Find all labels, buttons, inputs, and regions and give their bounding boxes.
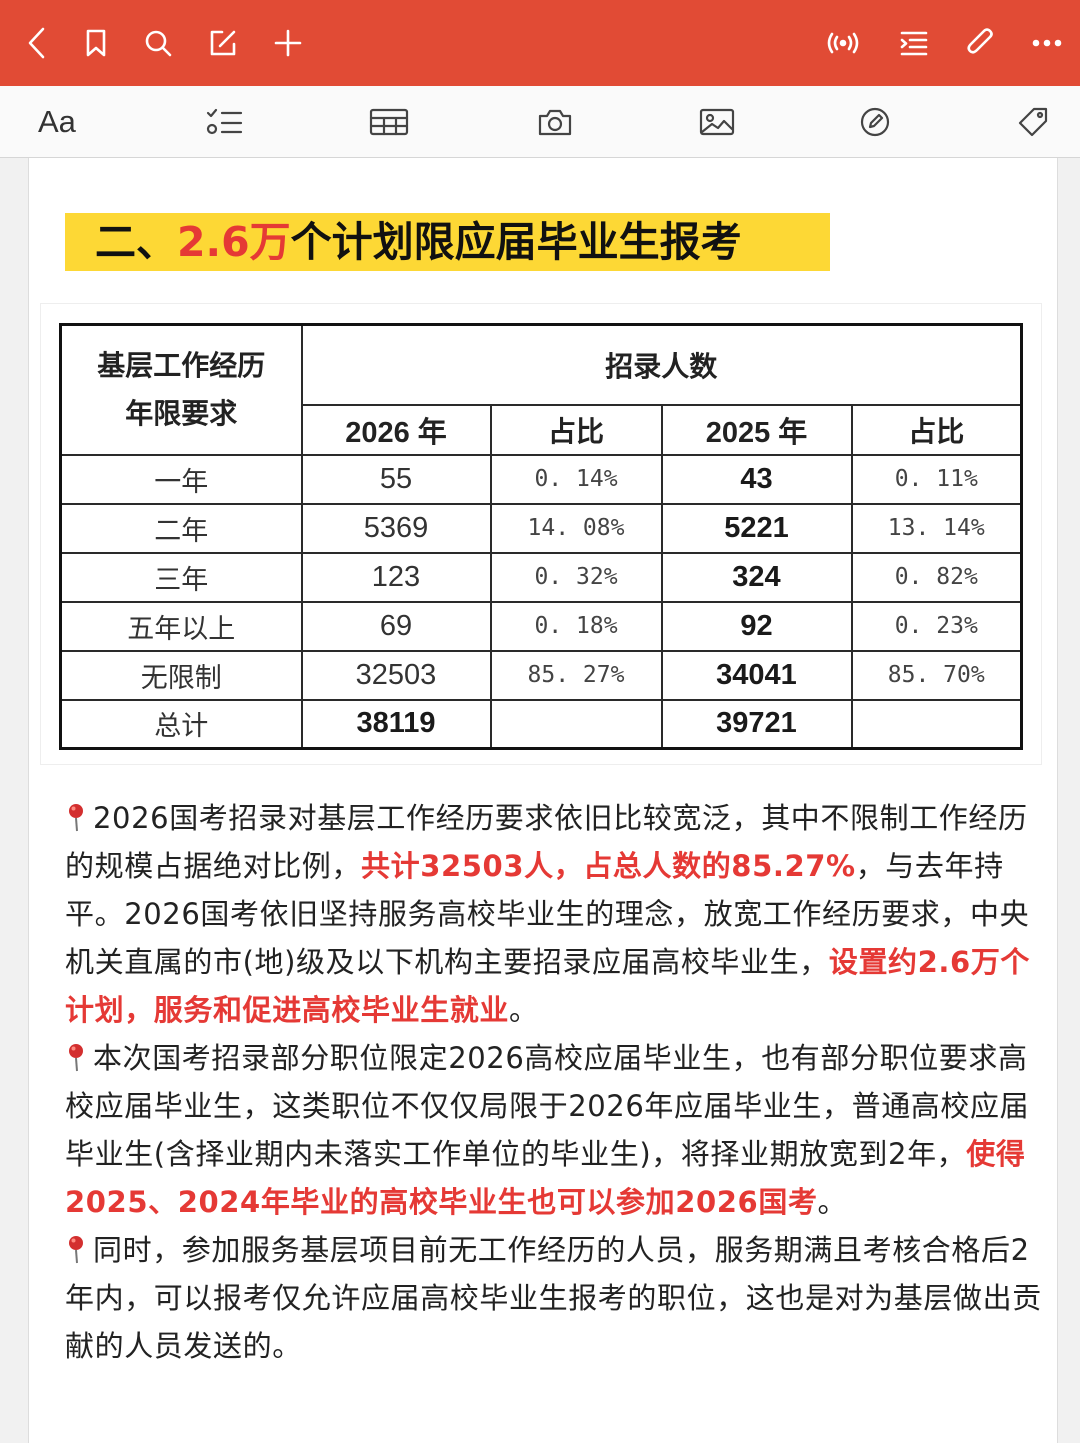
heading-highlight: 2.6万 [177, 218, 291, 266]
ratio-2026: 85. 27% [489, 649, 663, 701]
column-header: 占比 [489, 403, 663, 456]
ratio-2025: 0. 11% [850, 453, 1023, 505]
row-label: 总计 [59, 698, 303, 750]
column-header: 2026 年 [300, 403, 492, 456]
ratio-2026: 14. 08% [489, 502, 663, 554]
value-2025: 34041 [660, 649, 853, 701]
ratio-2026 [489, 698, 663, 750]
note-body[interactable]: 2026国考招录对基层工作经历要求依旧比较宽泛，其中不限制工作经历的规模占据绝对… [65, 794, 1045, 1370]
value-2025: 43 [660, 453, 853, 505]
table-row: 五年以上 69 0. 18% 92 0. 23% [59, 600, 1023, 652]
row-label: 一年 [59, 453, 303, 505]
table-row: 无限制 32503 85. 27% 34041 85. 70% [59, 649, 1023, 701]
tag-icon[interactable] [1017, 103, 1049, 141]
recruitment-table: 基层工作经历 年限要求 招录人数 2026 年 占比 2025 年 占比 一年 … [59, 323, 1023, 750]
checklist-icon[interactable] [205, 103, 243, 141]
heading-suffix: 个计划限应届毕业生报考 [290, 218, 742, 266]
paragraph-text: 。 [509, 993, 539, 1027]
table-row: 二年 5369 14. 08% 5221 13. 14% [59, 502, 1023, 554]
paragraph-text: 同时，参加服务基层项目前无工作经历的人员，服务期满且考核合格后2年内，可以报考仅… [65, 1233, 1042, 1363]
row-header-line1: 基层工作经历 [97, 348, 266, 382]
value-2026: 38119 [300, 698, 492, 750]
draw-icon[interactable] [859, 103, 891, 141]
value-2026: 69 [300, 600, 492, 652]
highlight-text: 使得2025、2024年毕业的高校毕业生也可以参加2026国考 [65, 1137, 1026, 1219]
value-2025: 39721 [660, 698, 853, 750]
ratio-2025: 85. 70% [850, 649, 1023, 701]
row-label: 五年以上 [59, 600, 303, 652]
broadcast-icon[interactable] [824, 24, 862, 62]
ratio-2025 [850, 698, 1023, 750]
row-label: 二年 [59, 502, 303, 554]
row-label: 三年 [59, 551, 303, 603]
image-icon[interactable] [699, 103, 735, 141]
top-bar [0, 0, 1080, 86]
ratio-2026: 0. 32% [489, 551, 663, 603]
add-icon[interactable] [269, 24, 307, 62]
paragraph-text: 。 [817, 1185, 848, 1219]
value-2026: 32503 [300, 649, 492, 701]
search-icon[interactable] [139, 24, 177, 62]
camera-icon[interactable] [537, 103, 573, 141]
value-2026: 123 [300, 551, 492, 603]
table-row: 一年 55 0. 14% 43 0. 11% [59, 453, 1023, 505]
paragraph: 2026国考招录对基层工作经历要求依旧比较宽泛，其中不限制工作经历的规模占据绝对… [65, 794, 1045, 1034]
row-header-line2: 年限要求 [125, 396, 238, 430]
paragraph-text: 2026国考招录对基层工作经历要求依旧比较宽泛，其中不限制工作经历的规模占据绝对… [65, 801, 1028, 883]
outline-icon[interactable] [895, 24, 933, 62]
section-heading: 二、2.6万个计划限应届毕业生报考 [65, 213, 830, 271]
more-icon[interactable] [1028, 24, 1066, 62]
bookmark-icon[interactable] [77, 24, 115, 62]
pin-icon [65, 1038, 87, 1072]
value-2026: 55 [300, 453, 492, 505]
row-header-cell: 基层工作经历 年限要求 [59, 323, 303, 456]
ratio-2025: 0. 23% [850, 600, 1023, 652]
paragraph: 本次国考招录部分职位限定2026高校应届毕业生，也有部分职位要求高校应届毕业生，… [65, 1034, 1045, 1226]
ratio-2026: 0. 18% [489, 600, 663, 652]
font-style-button[interactable]: Aa [38, 103, 76, 141]
ratio-2025: 0. 82% [850, 551, 1023, 603]
table-row: 三年 123 0. 32% 324 0. 82% [59, 551, 1023, 603]
note-page: 二、2.6万个计划限应届毕业生报考 基层工作经历 年限要求 招录人数 2026 … [28, 158, 1058, 1443]
value-2025: 5221 [660, 502, 853, 554]
edit-icon[interactable] [204, 24, 242, 62]
row-label: 无限制 [59, 649, 303, 701]
font-style-label: Aa [38, 104, 76, 139]
group-header: 招录人数 [300, 323, 1023, 406]
heading-prefix: 二、 [95, 218, 177, 266]
ratio-2025: 13. 14% [850, 502, 1023, 554]
table-row: 总计 38119 39721 [59, 698, 1023, 750]
highlight-text: 共计32503人，占总人数的85.27% [361, 849, 856, 883]
pin-icon [65, 1230, 87, 1264]
table-image: 基层工作经历 年限要求 招录人数 2026 年 占比 2025 年 占比 一年 … [41, 304, 1041, 764]
value-2026: 5369 [300, 502, 492, 554]
back-chevron-icon[interactable] [18, 24, 56, 62]
paragraph-text: 本次国考招录部分职位限定2026高校应届毕业生，也有部分职位要求高校应届毕业生，… [65, 1041, 1030, 1171]
attachment-icon[interactable] [962, 24, 1000, 62]
paragraph: 同时，参加服务基层项目前无工作经历的人员，服务期满且考核合格后2年内，可以报考仅… [65, 1226, 1045, 1370]
format-toolbar: Aa [0, 86, 1080, 158]
table-icon[interactable] [369, 103, 409, 141]
column-header: 2025 年 [660, 403, 853, 456]
paragraph-text: ，与去年持平。2026国考依旧坚持服务高校毕业生的理念，放宽工作经历要求，中央机… [65, 849, 1030, 979]
highlight-text: 设置约2.6万个计划，服务和促进高校毕业生就业 [65, 945, 1031, 1027]
value-2025: 324 [660, 551, 853, 603]
ratio-2026: 0. 14% [489, 453, 663, 505]
value-2025: 92 [660, 600, 853, 652]
column-header: 占比 [850, 403, 1023, 456]
pin-icon [65, 798, 87, 832]
